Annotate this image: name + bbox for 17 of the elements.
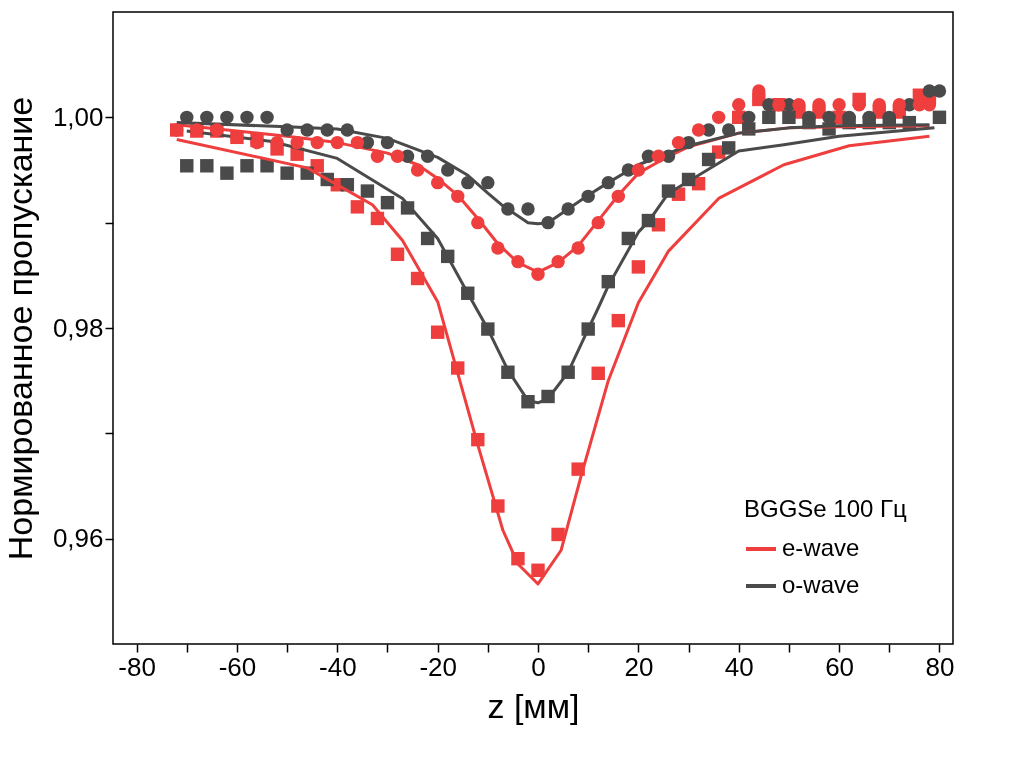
x-tick-label: 80: [925, 651, 955, 682]
x-tick-label: -20: [419, 651, 457, 682]
legend-label: o-wave: [782, 571, 860, 598]
y-tick-label: 1,00: [52, 101, 104, 132]
x-tick-label: -60: [218, 651, 257, 682]
x-tick-label: -40: [319, 651, 357, 682]
y-axis-title: Нормированное пропускание: [0, 96, 39, 561]
x-tick-label: 20: [624, 651, 654, 682]
x-tick-label: 0: [531, 651, 546, 682]
y-tick-label: 0,96: [52, 523, 104, 554]
legend-label: e-wave: [782, 534, 860, 561]
x-axis-title: z [мм]: [487, 686, 580, 725]
y-tick-label: 0,98: [52, 312, 104, 343]
legend-title: BGGSe 100 Гц: [744, 495, 908, 522]
x-tick-label: -80: [118, 651, 156, 682]
x-tick-label: 40: [724, 651, 754, 682]
x-tick-label: 60: [825, 651, 855, 682]
